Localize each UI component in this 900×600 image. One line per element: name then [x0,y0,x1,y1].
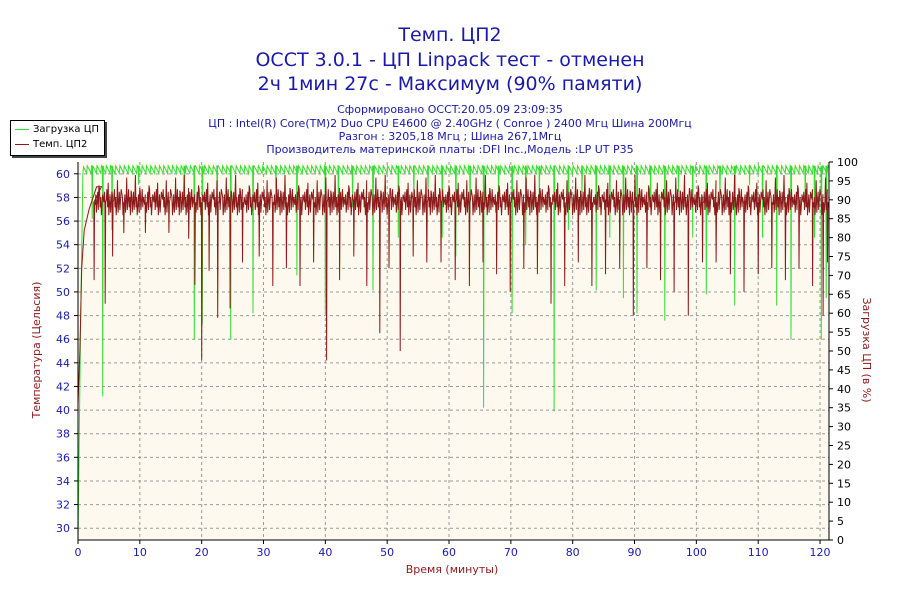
x-tick-label: 70 [504,546,518,559]
grid [78,162,829,540]
x-tick-label: 60 [442,546,456,559]
chart-title: Темп. ЦП2 [398,24,502,46]
x-tick-label: 10 [133,546,147,559]
y-left-tick-label: 30 [56,522,70,535]
y-right-tick-label: 50 [837,345,851,358]
y-left-tick-label: 40 [56,404,70,417]
y-right-tick-label: 45 [837,364,851,377]
y-left-tick-label: 44 [56,357,70,370]
y-right-tick-label: 95 [837,175,851,188]
x-tick-label: 110 [748,546,769,559]
y-left-tick-label: 56 [56,215,70,228]
x-tick-label: 30 [257,546,271,559]
y-axis-label-left: Температура (Цельсия) [30,282,43,420]
chart-subtitle: OCCT 3.0.1 - ЦП Linpack тест - отменен [255,49,645,71]
y-right-tick-label: 100 [837,156,858,169]
x-axis-label: Время (минуты) [406,563,499,576]
x-tick-label: 0 [75,546,82,559]
y-left-tick-label: 50 [56,286,70,299]
axes [74,161,833,544]
series-line-cpu-load [77,163,830,541]
legend-label-cpu-load: Загрузка ЦП [33,124,100,135]
x-tick-label: 120 [810,546,831,559]
x-tick-label: 40 [318,546,332,559]
legend-item-cpu-load: Загрузка ЦП [15,123,99,137]
y-right-tick-label: 35 [837,402,851,415]
legend: Загрузка ЦП Темп. ЦП2 [10,120,105,156]
y-right-tick-label: 30 [837,421,851,434]
info-cpu: ЦП : Intel(R) Core(TM)2 Duo CPU E4600 @ … [208,117,692,130]
y-right-tick-label: 70 [837,269,851,282]
legend-swatch-cpu-load [15,128,29,130]
plot-area [78,162,829,540]
legend-item-cpu2-temp: Темп. ЦП2 [15,138,87,152]
y-right-tick-label: 20 [837,458,851,471]
chart-subtitle-duration: 2ч 1мин 27с - Максимум (90% памяти) [257,73,643,95]
y-left-tick-label: 60 [56,168,70,181]
x-tick-label: 100 [686,546,707,559]
plot-background [78,162,829,540]
y-left-tick-label: 36 [56,451,70,464]
y-right-tick-label: 75 [837,251,851,264]
y-right-tick-label: 5 [837,515,844,528]
y-right-tick-label: 85 [837,213,851,226]
y-right-tick-label: 40 [837,383,851,396]
y-right-tick-label: 90 [837,194,851,207]
y-right-tick-label: 60 [837,307,851,320]
y-right-tick-label: 15 [837,477,851,490]
y-left-tick-label: 32 [56,499,70,512]
y-left-tick-label: 34 [56,475,70,488]
info-generated: Сформировано OCCT:20.05.09 23:09:35 [337,103,563,116]
legend-swatch-cpu2-temp [15,143,29,145]
y-right-tick-label: 55 [837,326,851,339]
info-motherboard: Производитель материнской платы :DFI Inc… [266,143,634,156]
y-right-tick-label: 80 [837,232,851,245]
y-left-tick-label: 52 [56,262,70,275]
y-right-tick-label: 10 [837,496,851,509]
y-left-tick-label: 46 [56,333,70,346]
y-right-tick-label: 25 [837,440,851,453]
info-overclock: Разгон : 3205,18 Мгц ; Шина 267,1Мгц [338,130,562,143]
y-right-tick-label: 0 [837,534,844,547]
y-left-tick-label: 48 [56,310,70,323]
y-left-tick-label: 54 [56,239,70,252]
series-group [77,163,830,541]
y-right-tick-label: 65 [837,288,851,301]
legend-label-cpu2-temp: Темп. ЦП2 [33,139,88,150]
x-tick-label: 90 [628,546,642,559]
x-tick-label: 20 [195,546,209,559]
y-left-tick-label: 58 [56,191,70,204]
x-tick-label: 50 [380,546,394,559]
x-tick-label: 80 [566,546,580,559]
y-left-tick-label: 42 [56,380,70,393]
series-line-cpu2-temp [77,174,830,405]
tick-labels: 0 10 20 30 40 50 60 70 80 90 100 110 120303234363840… [56,156,858,559]
y-axis-label-right: Загрузка ЦП (в %) [860,297,873,402]
y-left-tick-label: 38 [56,428,70,441]
